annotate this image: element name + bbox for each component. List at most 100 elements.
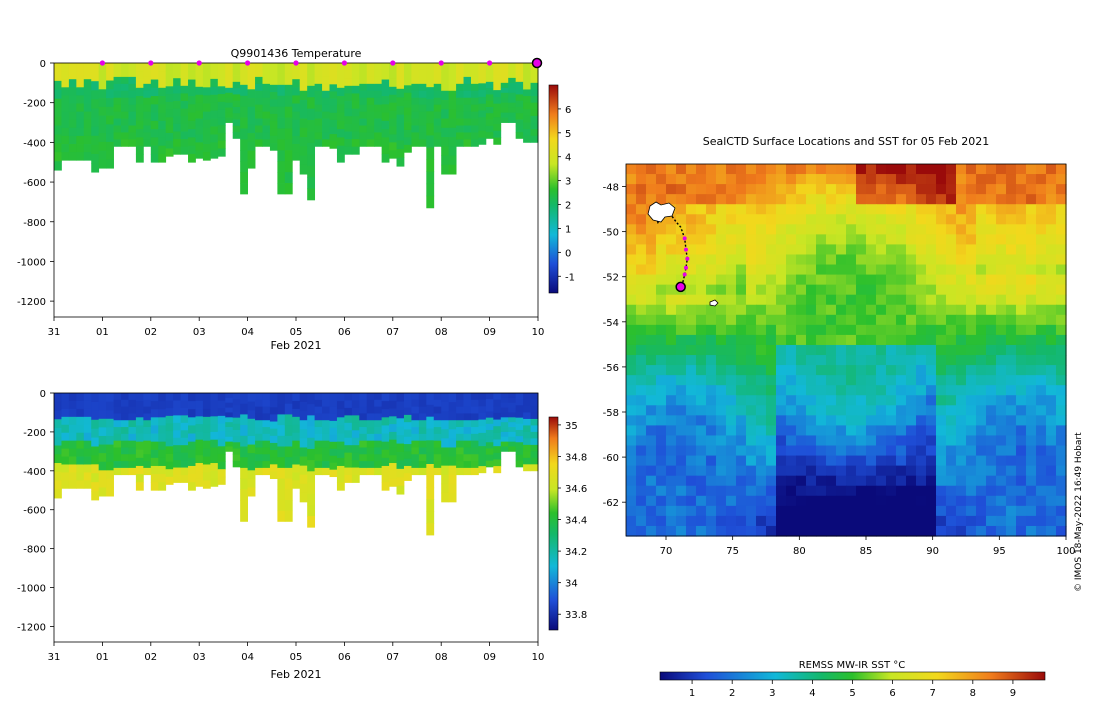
salinity-profile xyxy=(508,393,517,452)
sst-cell xyxy=(966,324,977,336)
temperature-colorbar xyxy=(548,84,559,294)
salinity-cell xyxy=(344,415,353,424)
temperature-cell xyxy=(441,146,450,156)
temperature-cell xyxy=(515,106,524,114)
sst-cell xyxy=(986,525,997,537)
sst-cell xyxy=(906,164,917,175)
temperature-cell xyxy=(54,125,62,135)
temperature-cell xyxy=(150,137,159,147)
sst-cell xyxy=(1006,244,1017,256)
salinity-profile xyxy=(173,393,181,483)
salinity-profile xyxy=(441,393,450,503)
sst-cell xyxy=(926,495,937,507)
sst-colorbar-tick-label: 5 xyxy=(849,688,855,699)
sst-cell xyxy=(1036,415,1047,426)
sst-cell xyxy=(906,294,917,306)
temperature-cell xyxy=(351,108,360,117)
temperature-cell xyxy=(418,69,427,78)
temperature-cell xyxy=(441,72,450,82)
salinity-cell xyxy=(433,420,442,428)
sst-cell xyxy=(1016,204,1027,215)
salinity-cell xyxy=(83,440,92,449)
temperature-cell xyxy=(456,97,464,106)
sst-cell xyxy=(776,485,787,497)
sst-cell xyxy=(766,475,777,487)
sst-cell xyxy=(966,395,977,406)
sst-cell xyxy=(976,375,987,386)
sst-cell xyxy=(766,244,777,256)
salinity-cell xyxy=(426,393,435,406)
sst-cell xyxy=(706,515,717,527)
temperature-cell xyxy=(329,63,338,71)
salinity-profile xyxy=(83,393,92,489)
sst-cell xyxy=(786,515,797,527)
salinity-cell xyxy=(523,464,531,472)
sst-cell xyxy=(836,224,847,235)
sst-cell xyxy=(846,405,857,416)
temperature-cell xyxy=(247,98,256,108)
sst-cell xyxy=(806,485,817,497)
sst-cell xyxy=(806,344,817,356)
sst-cell xyxy=(746,405,757,416)
sst-cell xyxy=(726,274,737,286)
sst-colorbar-tick-label: 4 xyxy=(809,688,815,699)
salinity-profile xyxy=(307,393,316,528)
salinity-cell xyxy=(374,454,383,462)
sst-cell xyxy=(636,465,647,477)
salinity-cell xyxy=(225,441,234,447)
salinity-cell xyxy=(344,422,353,431)
track-point xyxy=(682,272,687,277)
temperature-profile xyxy=(240,63,248,195)
temperature-cell xyxy=(523,115,531,123)
sst-cell xyxy=(896,344,907,356)
sst-cell xyxy=(766,375,777,386)
sst-cell xyxy=(626,264,637,276)
salinity-cell xyxy=(381,425,390,434)
sst-cell xyxy=(626,375,637,386)
sst-cell xyxy=(696,234,707,246)
temperature-cell xyxy=(381,96,390,105)
temperature-cell xyxy=(456,90,464,99)
temperature-cell xyxy=(329,70,338,78)
sst-cell xyxy=(896,435,907,447)
sst-cell xyxy=(956,525,967,537)
sst-cell xyxy=(876,425,887,437)
sst-cell xyxy=(836,294,847,306)
sst-cell xyxy=(826,234,837,246)
salinity-profile xyxy=(76,393,85,489)
sst-cell xyxy=(676,465,687,477)
temperature-cell xyxy=(68,71,77,80)
temperature-cell xyxy=(307,63,316,75)
temperature-cell xyxy=(433,104,442,113)
sst-cell xyxy=(726,505,737,517)
sst-cell xyxy=(966,455,977,467)
sst-cell xyxy=(726,475,737,487)
sst-cell xyxy=(666,184,677,195)
sst-cell xyxy=(866,314,877,326)
salinity-cell xyxy=(500,412,509,418)
salinity-cell xyxy=(441,402,450,412)
sst-cell xyxy=(876,375,887,386)
temperature-profile xyxy=(389,63,397,159)
sst-cell xyxy=(796,375,807,386)
sst-cell xyxy=(856,355,867,366)
temperature-cell xyxy=(396,157,405,167)
sst-cell xyxy=(1016,425,1027,437)
temperature-cell xyxy=(217,140,226,149)
sst-cell xyxy=(916,244,927,256)
salinity-cell xyxy=(478,432,487,440)
salinity-cell xyxy=(106,453,114,463)
salinity-cell xyxy=(500,422,509,428)
temperature-cell xyxy=(202,135,211,145)
sst-cell xyxy=(796,505,807,517)
sst-cell xyxy=(906,475,917,487)
sst-cell xyxy=(986,234,997,246)
temperature-cell xyxy=(269,135,278,144)
sst-cell xyxy=(926,304,937,316)
temperature-cell xyxy=(135,112,144,122)
sst-cell xyxy=(786,264,797,276)
sst-cell xyxy=(856,254,867,266)
sst-cell xyxy=(1006,505,1017,517)
sst-cell xyxy=(846,355,857,366)
temperature-cell xyxy=(202,79,211,88)
